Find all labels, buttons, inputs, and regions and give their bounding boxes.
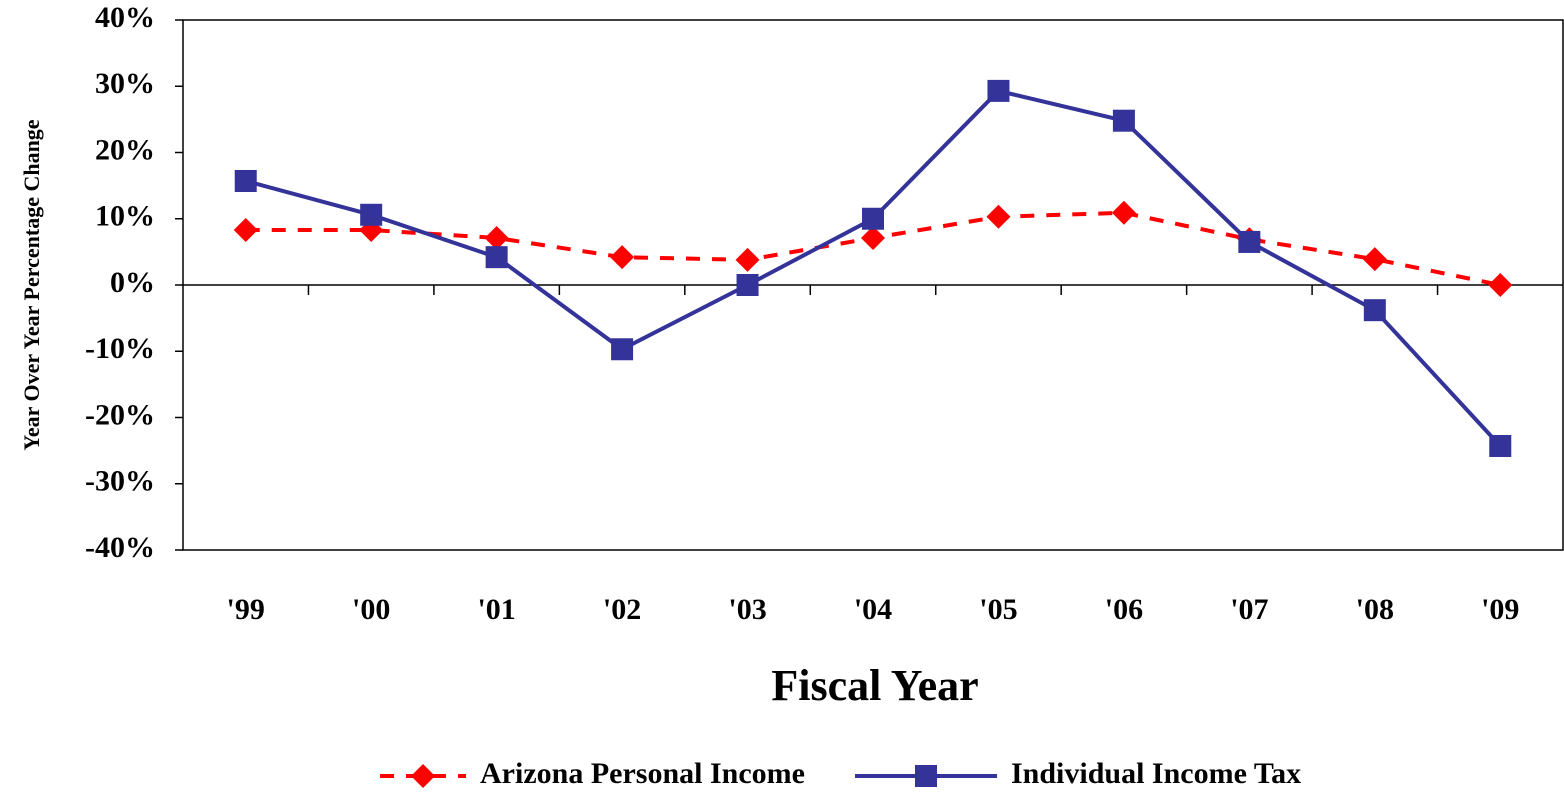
legend-label: Arizona Personal Income — [480, 757, 805, 790]
data-point — [1488, 273, 1513, 297]
y-tick-label: -20% — [85, 398, 155, 431]
x-tick-label: '07 — [1230, 593, 1268, 626]
x-tick-label: '02 — [603, 593, 641, 626]
y-tick-label: 20% — [95, 133, 155, 166]
data-point — [1489, 434, 1512, 457]
y-tick-label: 30% — [95, 67, 155, 100]
data-point — [736, 274, 759, 296]
series-line — [245, 88, 1502, 448]
legend-marker — [915, 765, 937, 787]
y-tick-label: -10% — [85, 332, 155, 365]
x-tick-label: '06 — [1105, 593, 1143, 626]
x-tick-label: '99 — [227, 593, 265, 626]
y-tick-label: 0% — [110, 266, 155, 299]
data-point — [986, 204, 1011, 229]
data-point — [484, 225, 509, 250]
x-tick-label: '08 — [1356, 593, 1394, 626]
y-tick-label: -30% — [85, 465, 155, 498]
data-point — [1238, 230, 1261, 253]
data-point — [611, 338, 634, 361]
y-axis-label: Year Over Year Percentage Change — [19, 119, 44, 450]
legend-label: Individual Income Tax — [1011, 757, 1301, 790]
legend-marker — [411, 764, 435, 788]
data-point — [862, 207, 884, 230]
x-tick-label: '03 — [728, 593, 766, 626]
data-point — [360, 203, 383, 226]
data-point — [1112, 109, 1135, 132]
data-point — [1111, 200, 1136, 225]
x-tick-label: '01 — [477, 593, 515, 626]
data-point — [735, 247, 760, 272]
y-tick-label: 10% — [95, 200, 155, 233]
x-tick-label: '05 — [979, 593, 1017, 626]
x-tick-label: '09 — [1481, 593, 1519, 626]
x-tick-label: '04 — [854, 593, 892, 626]
data-point — [1363, 299, 1386, 322]
data-point — [610, 245, 635, 270]
data-point — [233, 218, 258, 243]
y-tick-label: 40% — [95, 1, 155, 34]
data-point — [861, 225, 885, 250]
data-point — [485, 246, 508, 269]
y-tick-label: -40% — [85, 531, 155, 564]
data-point — [987, 79, 1010, 102]
x-axis-label: Fiscal Year — [771, 661, 978, 710]
data-point — [1362, 247, 1387, 272]
data-point — [234, 169, 257, 192]
x-tick-label: '00 — [352, 593, 390, 626]
